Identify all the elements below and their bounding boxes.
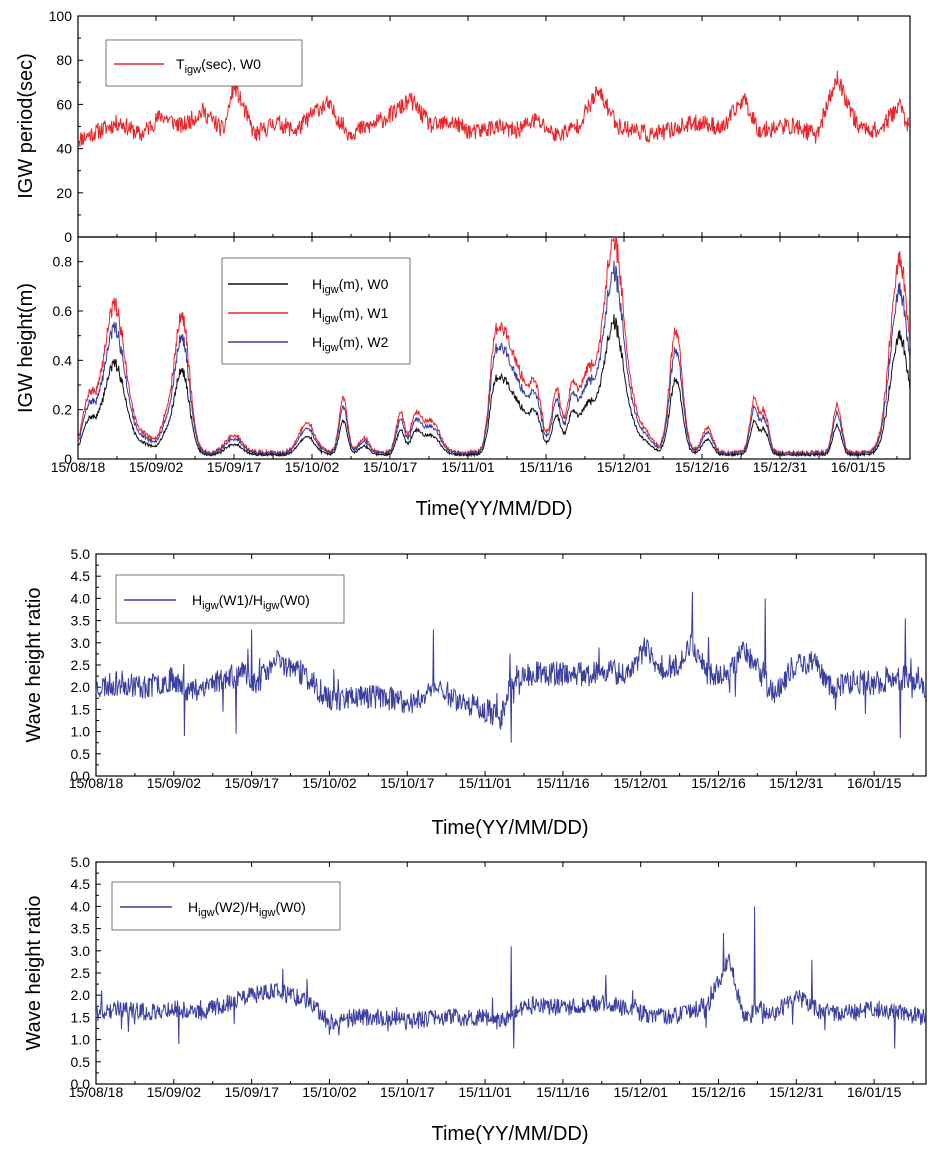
height-xtick-label: 15/10/17 (363, 459, 418, 475)
height-xlabel: Time(YY/MM/DD) (415, 498, 572, 520)
series-h-igw-w1 (77, 236, 911, 456)
ratio1-xtick-label: 15/11/16 (536, 775, 590, 791)
ratio1-ytick-label: 1.0 (71, 724, 91, 740)
top-ytick-label: 100 (49, 8, 73, 24)
ratio2-legend: Higw(W2)/Higw(W0) (111, 881, 341, 931)
ratio1-ytick-label: 3.0 (71, 635, 91, 651)
height-ytick-label: 0.4 (53, 352, 73, 368)
top-panel-plot: 0 20 40 60 80 100 (49, 8, 911, 245)
ratio1-xtick-label: 15/12/16 (691, 775, 746, 791)
height-xtick-label: 16/01/15 (831, 459, 886, 475)
ratio1-series (95, 591, 927, 743)
ratio1-ytick-label: 2.0 (71, 679, 91, 695)
top-legend-label: Tigw(sec), W0 (176, 56, 261, 76)
ratio1-xtick-label: 15/10/02 (302, 775, 357, 791)
series-t-igw-w0 (77, 70, 911, 147)
ratio2-ytick-label: 1.5 (71, 1009, 91, 1025)
ratio2-xtick-label: 15/08/18 (69, 1084, 124, 1100)
ratio1-xtick-label: 15/09/17 (224, 775, 279, 791)
series-h-igw-w0 (77, 314, 911, 458)
ratio1-ytick-label: 2.5 (71, 657, 91, 673)
ratio1-ytick-label: 1.5 (71, 701, 91, 717)
ratio1-xtick-label: 15/12/31 (769, 775, 824, 791)
top-ytick-label: 60 (56, 96, 72, 112)
height-xtick-label: 15/12/16 (675, 459, 730, 475)
height-xtick-label: 15/11/16 (519, 459, 573, 475)
ratio1-xtick-label: 16/01/15 (847, 775, 902, 791)
ratio2-xtick-label: 15/11/01 (458, 1084, 512, 1100)
top-legend: Tigw(sec), W0 (105, 39, 303, 87)
ratio2-xtick-label: 15/12/31 (769, 1084, 824, 1100)
height-xtick-label: 15/10/02 (285, 459, 340, 475)
height-ylabel: IGW height(m) (15, 283, 37, 413)
ratio2-ytick-label: 2.5 (71, 965, 91, 981)
ratio2-xtick-label: 15/12/01 (613, 1084, 668, 1100)
height-legend-label-w1: Higw(m), W1 (312, 305, 389, 325)
ratio1-ytick-label: 5.0 (71, 546, 91, 562)
ratio2-xtick-label: 15/09/02 (147, 1084, 202, 1100)
ratio1-xtick-label: 15/12/01 (613, 775, 668, 791)
ratio2-ytick-label: 3.0 (71, 943, 91, 959)
height-xtick-label: 15/12/01 (597, 459, 652, 475)
height-xtick-label: 15/09/17 (207, 459, 262, 475)
ratio2-xtick-label: 15/09/17 (224, 1084, 279, 1100)
series-h-igw-w2 (77, 260, 911, 457)
ratio2-ytick-label: 1.0 (71, 1032, 91, 1048)
height-xtick-label: 15/11/01 (441, 459, 495, 475)
height-legend-label-w0: Higw(m), W0 (312, 276, 389, 296)
height-xtick-label: 15/09/02 (129, 459, 184, 475)
ratio1-ytick-label: 4.5 (71, 568, 91, 584)
ratio1-xtick-label: 15/09/02 (147, 775, 202, 791)
ratio1-xtick-label: 15/11/01 (458, 775, 512, 791)
ratio2-xtick-label: 15/12/16 (691, 1084, 746, 1100)
height-legend: Higw(m), W0 Higw(m), W1 Higw(m), W2 (221, 257, 411, 365)
ratio2-ytick-label: 2.0 (71, 987, 91, 1003)
ratio2-xtick-label: 15/10/02 (302, 1084, 357, 1100)
ratio1-xtick-label: 15/10/17 (380, 775, 435, 791)
top-ytick-label: 20 (56, 185, 72, 201)
ratio2-ytick-label: 5.0 (71, 854, 91, 870)
ratio1-ytick-label: 0.0 (71, 768, 91, 784)
top-ytick-label: 0 (64, 229, 72, 245)
ratio2-legend-label: Higw(W2)/Higw(W0) (188, 899, 306, 919)
ratio2-ytick-label: 4.5 (71, 876, 91, 892)
height-ytick-label: 0.2 (53, 402, 73, 418)
ratio2-xlabel: Time(YY/MM/DD) (431, 1123, 588, 1145)
ratio1-xtick-label: 15/08/18 (69, 775, 124, 791)
ratio1-legend-label: Higw(W1)/Higw(W0) (192, 592, 310, 612)
height-xtick-label: 15/12/31 (753, 459, 808, 475)
ratio2-ytick-label: 3.5 (71, 921, 91, 937)
height-legend-label-w2: Higw(m), W2 (312, 334, 389, 354)
top-ylabel: IGW period(sec) (15, 53, 37, 199)
ratio1-ytick-label: 0.5 (71, 746, 91, 762)
height-panel-plot: 0 0.2 0.4 0.6 0.8 15/08/18 15/09/02 15/09/17 15/… (51, 236, 911, 475)
ratio2-ytick-label: 0.0 (71, 1076, 91, 1092)
height-ytick-label: 0.8 (53, 254, 73, 270)
height-ytick-label: 0.6 (53, 303, 73, 319)
ratio1-ytick-label: 3.5 (71, 613, 91, 629)
top-ytick-label: 80 (56, 52, 72, 68)
height-ytick-label: 0 (64, 451, 72, 467)
ratio2-series (95, 906, 927, 1049)
ratio2-xtick-label: 16/01/15 (847, 1084, 902, 1100)
ratio2-xtick-label: 15/11/16 (536, 1084, 590, 1100)
ratio1-xlabel: Time(YY/MM/DD) (431, 817, 588, 839)
ratio2-ytick-label: 4.0 (71, 898, 91, 914)
top-ytick-label: 40 (56, 141, 72, 157)
ratio2-panel-plot: 0.0 0.5 1.0 1.5 2.0 2.5 3.0 3.5 4.0 4.5 5.0 15/08/1… (69, 854, 927, 1100)
ratio1-ytick-label: 4.0 (71, 590, 91, 606)
ratio2-ytick-label: 0.5 (71, 1054, 91, 1070)
ratio1-legend: Higw(W1)/Higw(W0) (115, 574, 345, 624)
ratio2-ylabel: Wave height ratio (23, 896, 45, 1051)
height-xtick-label: 15/08/18 (51, 459, 106, 475)
ratio1-panel-plot: 0.0 0.5 1.0 1.5 2.0 2.5 3.0 3.5 4.0 4.5 5.0 15/08/1… (69, 546, 927, 791)
height-panel-frame (77, 236, 911, 460)
ratio2-xtick-label: 15/10/17 (380, 1084, 435, 1100)
ratio1-ylabel: Wave height ratio (23, 588, 45, 743)
